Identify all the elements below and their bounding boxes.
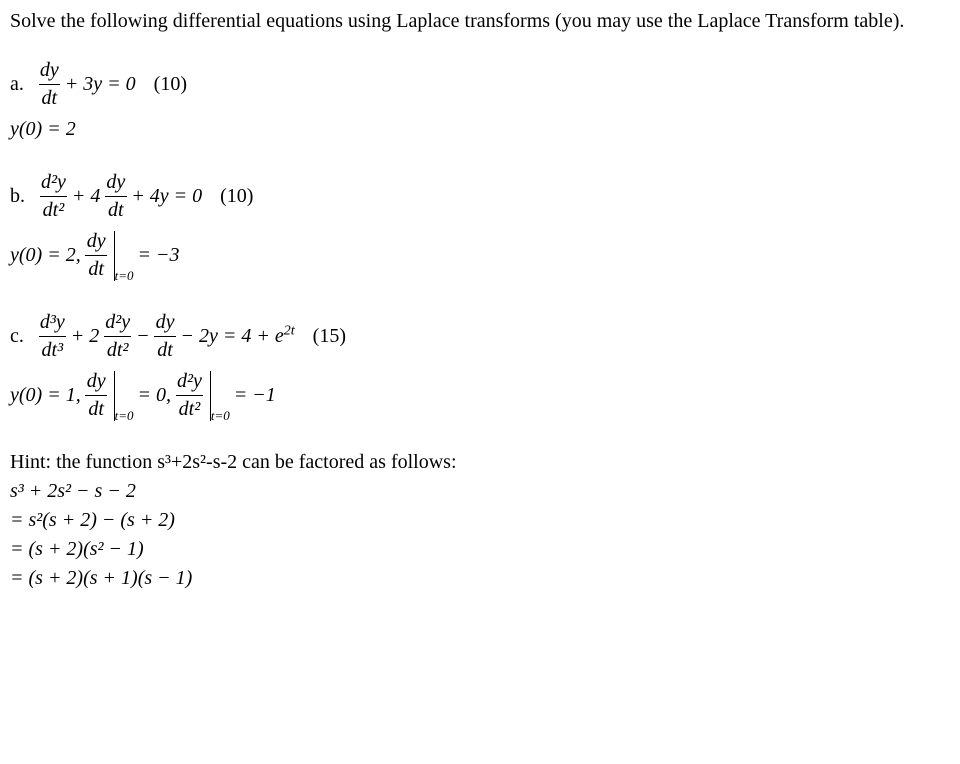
minus: −	[136, 323, 150, 350]
eval-sub: t=0	[211, 407, 230, 425]
frac-num: dy	[84, 368, 109, 395]
frac-den: dt	[39, 84, 61, 112]
problem-a: a. dy dt + 3y = 0 (10) y(0) = 2	[10, 57, 950, 143]
frac-den: dt²	[176, 395, 204, 423]
frac-den: dt	[105, 196, 127, 224]
frac-den: dt	[85, 395, 107, 423]
frac-num: d³y	[37, 309, 68, 336]
problem-b-equation: b. d²y dt² + 4 dy dt + 4y = 0 (10)	[10, 169, 950, 224]
hint-line3: = (s + 2)(s² − 1)	[10, 536, 950, 563]
problem-a-dydt: dy dt	[37, 57, 62, 112]
frac-den: dt³	[39, 336, 67, 364]
frac-den: dt²	[104, 336, 132, 364]
problem-c-term2: d²y dt²	[102, 309, 133, 364]
problem-b-ic-y0: y(0) = 2,	[10, 242, 81, 269]
frac-den: dt	[85, 255, 107, 283]
problem-b-label: b.	[10, 183, 25, 210]
problem-c-ic-y0: y(0) = 1,	[10, 382, 81, 409]
frac-num: dy	[84, 228, 109, 255]
problem-a-ic: y(0) = 2	[10, 116, 950, 143]
problem-b-rest: + 4y = 0	[131, 183, 202, 210]
problem-c-rest: − 2y = 4 + e2t	[181, 323, 295, 350]
hint-line2: = s²(s + 2) − (s + 2)	[10, 507, 950, 534]
eval-sub: t=0	[115, 407, 134, 425]
instructions: Solve the following differential equatio…	[10, 8, 950, 35]
problem-b-ic: y(0) = 2, dy dt t=0 = −3	[10, 228, 950, 283]
frac-num: d²y	[174, 368, 205, 395]
frac-num: d²y	[102, 309, 133, 336]
problem-c-label: c.	[10, 323, 24, 350]
problem-c-ic: y(0) = 1, dy dt t=0 = 0, d²y dt² t=0 = −…	[10, 368, 950, 423]
problem-a-rest: + 3y = 0	[65, 71, 136, 98]
frac-num: dy	[103, 169, 128, 196]
plus2: + 2	[71, 323, 100, 350]
problem-b-points: (10)	[220, 183, 253, 210]
problem-c-points: (15)	[313, 323, 346, 350]
frac-num: dy	[37, 57, 62, 84]
problem-c-ic-frac1: dy dt	[84, 368, 109, 423]
problem-c: c. d³y dt³ + 2 d²y dt² − dy dt − 2y = 4 …	[10, 309, 950, 423]
problem-c-equation: c. d³y dt³ + 2 d²y dt² − dy dt − 2y = 4 …	[10, 309, 950, 364]
frac-num: d²y	[38, 169, 69, 196]
problem-c-ic-frac2: d²y dt²	[174, 368, 205, 423]
problem-b-term2: dy dt	[103, 169, 128, 224]
problem-a-points: (10)	[154, 71, 187, 98]
eval-sub: t=0	[115, 267, 134, 285]
problem-b-ic-val: = −3	[137, 242, 179, 269]
exp-2t: 2t	[284, 323, 295, 338]
problem-b-ic-frac: dy dt	[84, 228, 109, 283]
rest-a: − 2y = 4 + e	[181, 325, 284, 347]
plus4: + 4	[72, 183, 101, 210]
hint-line4: = (s + 2)(s + 1)(s − 1)	[10, 565, 950, 592]
frac-num: dy	[153, 309, 178, 336]
problem-b: b. d²y dt² + 4 dy dt + 4y = 0 (10) y(0) …	[10, 169, 950, 283]
frac-den: dt²	[40, 196, 68, 224]
ic-mid: = 0,	[137, 382, 171, 409]
problem-a-equation: a. dy dt + 3y = 0 (10)	[10, 57, 950, 112]
hint-line1: s³ + 2s² − s − 2	[10, 478, 950, 505]
frac-den: dt	[154, 336, 176, 364]
problem-c-term3: dy dt	[153, 309, 178, 364]
hint-intro: Hint: the function s³+2s²-s-2 can be fac…	[10, 449, 950, 476]
problem-b-term1: d²y dt²	[38, 169, 69, 224]
problem-c-term1: d³y dt³	[37, 309, 68, 364]
hint-block: Hint: the function s³+2s²-s-2 can be fac…	[10, 449, 950, 592]
problem-c-ic-val: = −1	[234, 382, 276, 409]
problem-a-label: a.	[10, 71, 24, 98]
